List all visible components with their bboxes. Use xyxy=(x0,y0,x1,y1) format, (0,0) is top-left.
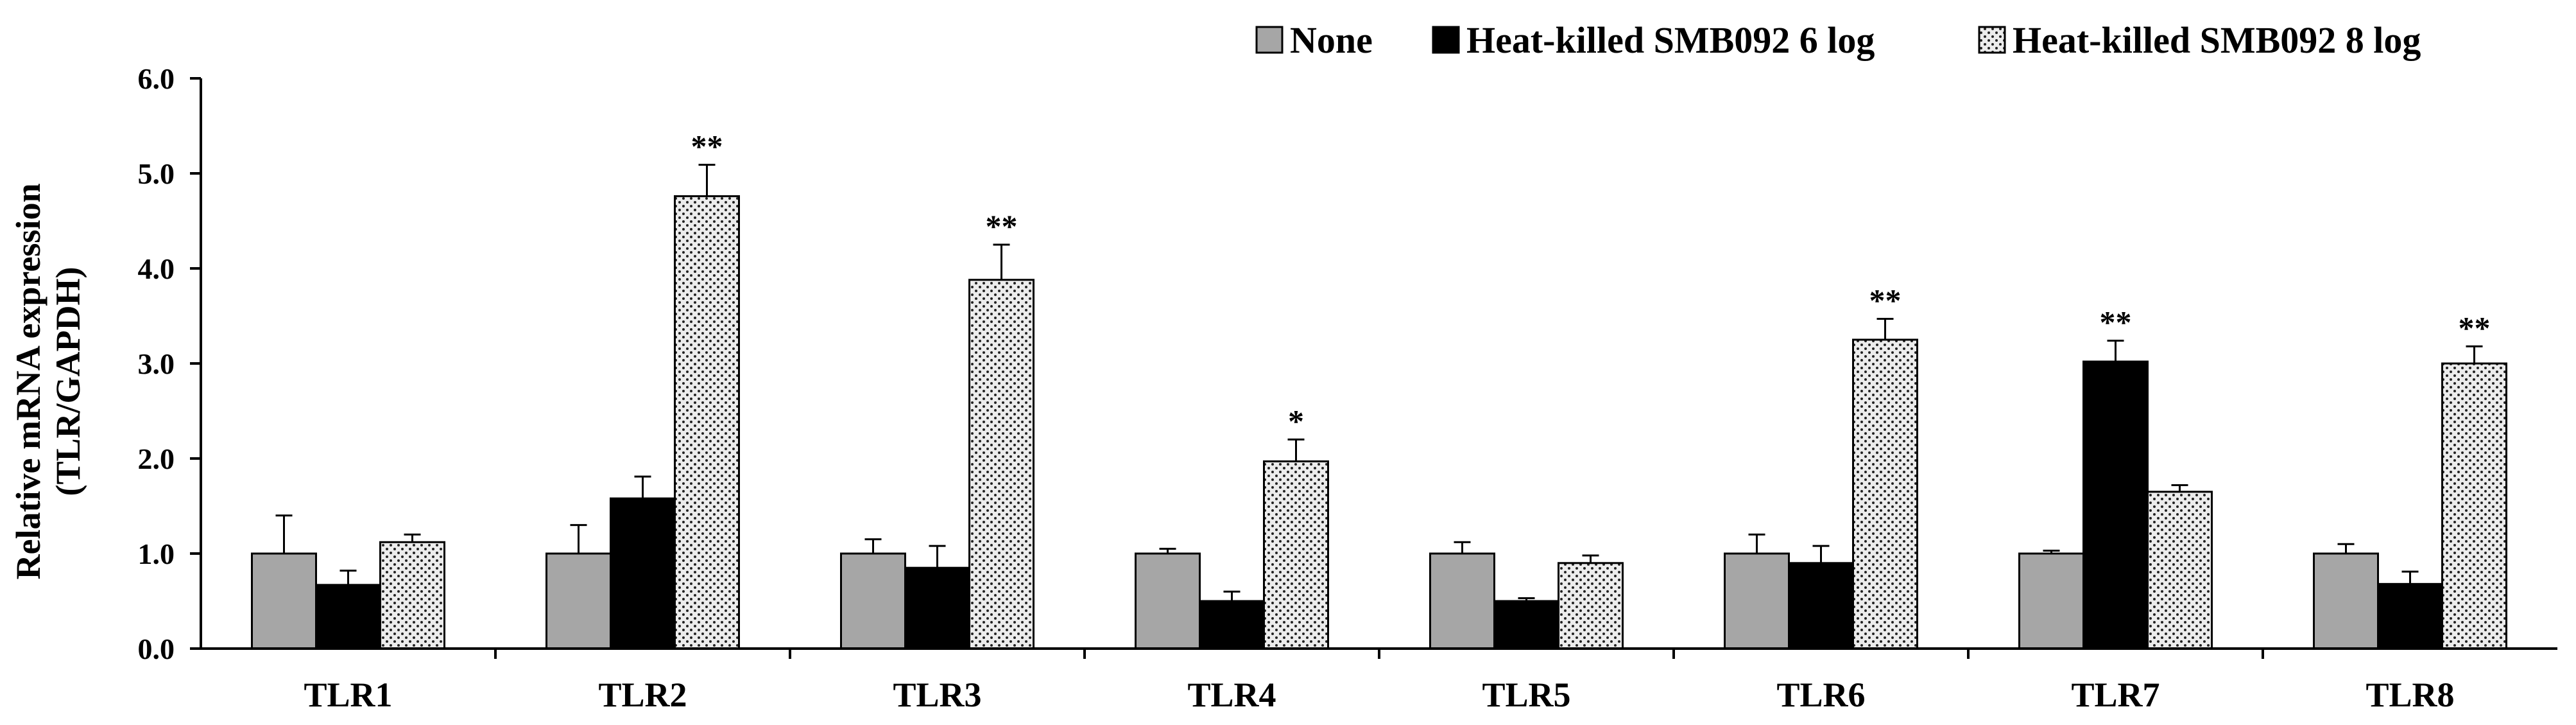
y-tick-label: 5.0 xyxy=(138,157,175,190)
bar-tlr5-series-2 xyxy=(1493,600,1559,650)
error-bars xyxy=(275,164,2483,601)
x-tick-label-tlr5: TLR5 xyxy=(1482,676,1570,714)
x-tick-label-tlr1: TLR1 xyxy=(304,676,392,714)
bar-tlr7-series-2 xyxy=(2082,360,2149,650)
y-tick-label: 0.0 xyxy=(138,633,175,665)
y-tick-label: 3.0 xyxy=(138,347,175,380)
significance-marker: * xyxy=(1288,403,1304,439)
x-tick-label-tlr7: TLR7 xyxy=(2071,676,2160,714)
x-tick-label-tlr6: TLR6 xyxy=(1776,676,1865,714)
bar-tlr3-series-1 xyxy=(840,552,906,650)
bar-tlr2-series-1 xyxy=(545,552,612,650)
bar-tlr6-series-2 xyxy=(1788,562,1854,650)
bar-tlr8-series-1 xyxy=(2313,552,2379,650)
x-tick-label-tlr3: TLR3 xyxy=(893,676,981,714)
y-tick-marks xyxy=(190,77,201,650)
legend-label: Heat-killed SMB092 8 log xyxy=(2013,19,2421,61)
legend-swatch xyxy=(1255,26,1284,54)
legend-swatch xyxy=(1978,26,2006,54)
x-tick-labels: TLR1 TLR2 TLR3 TLR4 TLR5 TLR6 TLR7 TLR8 xyxy=(304,649,2455,714)
significance-markers: ********* ** xyxy=(691,128,2491,439)
bar-tlr1-series-3 xyxy=(379,541,445,650)
bar-tlr5-series-3 xyxy=(1558,562,1624,650)
legend-label: None xyxy=(1290,19,1373,61)
legend: None Heat-killed SMB092 6 log Heat-killed … xyxy=(1255,19,2421,61)
y-axis-title: Relative mRNA expression (TLR/GAPDH) xyxy=(9,184,87,580)
bar-tlr3-series-2 xyxy=(904,566,970,650)
significance-marker: ** xyxy=(2459,310,2491,345)
significance-marker: ** xyxy=(1869,282,1902,318)
legend-swatch xyxy=(1432,26,1460,54)
bar-tlr4-series-1 xyxy=(1135,552,1201,650)
x-tick-label-tlr4: TLR4 xyxy=(1187,676,1276,714)
bar-tlr6-series-3 xyxy=(1852,338,1918,650)
bar-tlr4-series-3 xyxy=(1263,460,1329,650)
bar-tlr7-series-1 xyxy=(2018,552,2084,650)
bar-tlr8-series-2 xyxy=(2377,582,2443,650)
x-tick-label-tlr8: TLR8 xyxy=(2366,676,2454,714)
y-tick-labels: 0.0 1.0 2.0 3.0 4.0 5.0 6.0 xyxy=(138,62,175,665)
y-tick-label: 6.0 xyxy=(138,62,175,95)
y-tick-label: 2.0 xyxy=(138,442,175,475)
significance-marker: ** xyxy=(986,208,1018,244)
bar-tlr6-series-1 xyxy=(1724,552,1790,650)
bar-tlr4-series-2 xyxy=(1199,600,1265,650)
x-tick-label-tlr2: TLR2 xyxy=(598,676,687,714)
bar-tlr3-series-3 xyxy=(968,279,1035,650)
legend-label: Heat-killed SMB092 6 log xyxy=(1466,19,1875,61)
y-tick-label: 1.0 xyxy=(138,537,175,570)
y-axis-title-line-2: (TLR/GAPDH) xyxy=(49,267,87,496)
bar-tlr2-series-2 xyxy=(610,497,676,650)
bars xyxy=(251,195,2507,650)
significance-marker: ** xyxy=(2100,304,2132,340)
y-tick-label: 4.0 xyxy=(138,252,175,285)
bar-tlr5-series-1 xyxy=(1429,552,1495,650)
y-axis-title-line-1: Relative mRNA expression xyxy=(9,184,47,580)
bar-tlr1-series-1 xyxy=(251,552,317,650)
bar-tlr7-series-3 xyxy=(2147,491,2213,650)
bar-tlr8-series-3 xyxy=(2441,362,2507,650)
significance-marker: ** xyxy=(691,128,723,164)
bar-tlr2-series-3 xyxy=(674,195,740,650)
bar-tlr1-series-2 xyxy=(315,584,381,650)
